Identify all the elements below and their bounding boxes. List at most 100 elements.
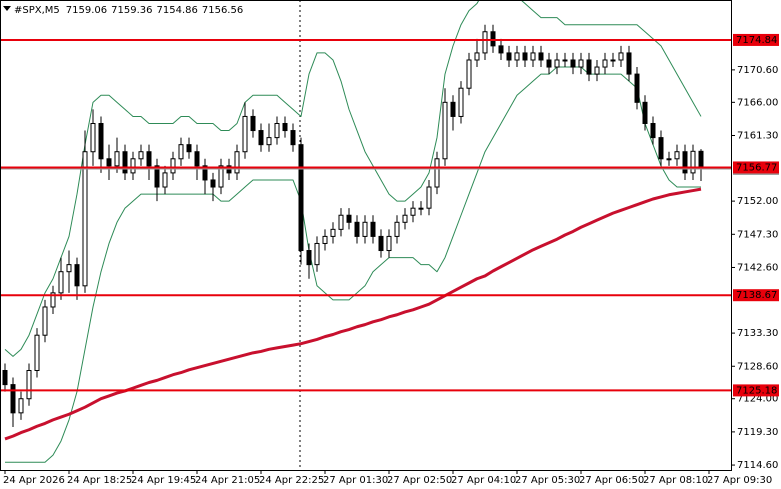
candle-body [98, 122, 104, 160]
ma-line [4, 187, 702, 441]
candle-body [170, 158, 176, 174]
candle-body [458, 87, 464, 117]
level-label: 7125.18 [736, 385, 777, 396]
candle-body [266, 137, 272, 146]
x-tick-label: 27 Apr 05:30 [515, 475, 580, 486]
candle-body [114, 151, 120, 167]
candle-body [202, 165, 208, 181]
candle-body [138, 151, 144, 160]
candle-body [498, 45, 504, 54]
x-tick-label: 24 Apr 22:25 [259, 475, 324, 486]
candle-body [74, 264, 80, 287]
candle-body [370, 221, 376, 237]
candle-body [682, 151, 688, 174]
y-tick-label: 7166.00 [737, 97, 778, 108]
header-open: 7159.06 [66, 5, 107, 16]
y-tick-label: 7147.30 [737, 229, 778, 240]
x-tick-label: 27 Apr 04:10 [451, 475, 516, 486]
candle-body [634, 73, 640, 103]
header-low: 7154.86 [157, 5, 198, 16]
candle-body [394, 221, 400, 237]
chart-title: #SPX,M5 [14, 5, 60, 16]
candle-body [2, 369, 8, 386]
candle-body [426, 186, 432, 209]
x-tick-label: 24 Apr 18:25 [67, 475, 132, 486]
y-tick-label: 7128.60 [737, 361, 778, 372]
candle-body [242, 115, 248, 153]
candle-body [570, 59, 576, 68]
candle-body [290, 130, 296, 146]
candle-body [554, 59, 560, 68]
y-tick-label: 7114.60 [737, 460, 778, 471]
candle-body [218, 165, 224, 188]
candle-body [146, 151, 152, 167]
chart-header-text: #SPX,M5 7159.06 7159.36 7154.86 7156.56 [14, 5, 243, 16]
header-close: 7156.56 [202, 5, 243, 16]
candle-body [546, 59, 552, 68]
candle-body [674, 151, 680, 160]
candle-body [578, 59, 584, 68]
y-tick-label: 7142.60 [737, 262, 778, 273]
candle-body [562, 59, 568, 62]
y-tick-label: 7119.30 [737, 427, 778, 438]
candle-body [330, 228, 336, 237]
candle-body [618, 52, 624, 61]
level-label-box [733, 33, 779, 46]
candle-body [234, 151, 240, 174]
candle-body [210, 179, 216, 188]
candle-body [314, 242, 320, 266]
header-icon [3, 6, 11, 11]
y-tick-label: 7161.30 [737, 130, 778, 141]
candle-body [26, 369, 32, 400]
candle-body [466, 59, 472, 89]
candle-body [506, 52, 512, 61]
candle-body [378, 235, 384, 252]
candle-body [650, 122, 656, 139]
candle-body [250, 115, 256, 132]
candle-body [410, 207, 416, 216]
level-label-box [733, 289, 779, 302]
candle-body [298, 144, 304, 252]
candle-body [698, 150, 704, 170]
y-tick-label: 7133.30 [737, 328, 778, 339]
candle-body [538, 52, 544, 61]
candle-body [82, 151, 88, 287]
x-tick-label: 27 Apr 02:50 [387, 475, 452, 486]
candle-body [610, 59, 616, 62]
x-tick-label: 24 Apr 21:05 [195, 475, 260, 486]
x-tick-label: 27 Apr 08:10 [643, 475, 708, 486]
candle-body [346, 214, 352, 223]
x-tick-label: 27 Apr 06:50 [579, 475, 644, 486]
plot-area [0, 0, 731, 470]
level-label-box [733, 161, 779, 174]
candle-body [122, 151, 128, 174]
level-label: 7156.77 [736, 162, 777, 173]
candle-body [90, 122, 96, 153]
x-tick-label: 24 Apr 19:45 [131, 475, 196, 486]
y-tick-label: 7152.00 [737, 196, 778, 207]
y-tick-label: 7124.00 [737, 394, 778, 405]
candle-body [58, 271, 64, 294]
candle-body [354, 221, 360, 237]
chart-header: #SPX,M5 7159.06 7159.36 7154.86 7156.56 [3, 5, 243, 16]
candle-body [42, 306, 48, 336]
candle-body [322, 235, 328, 244]
candle-body [514, 52, 520, 61]
x-tick-label: 27 Apr 09:30 [707, 475, 772, 486]
candle-body [66, 264, 72, 273]
candle-body [642, 101, 648, 124]
candle-body [130, 158, 136, 174]
candle-body [258, 130, 264, 146]
candle-body [194, 151, 200, 167]
candle-body [474, 52, 480, 61]
candle-body [690, 150, 696, 174]
candle-body [402, 214, 408, 223]
header-high: 7159.36 [111, 5, 152, 16]
candle-body [530, 52, 536, 61]
candle-body [106, 158, 112, 167]
candle-body [154, 165, 160, 188]
level-label: 7138.67 [736, 290, 777, 301]
candle-body [186, 144, 192, 153]
candle-body [434, 158, 440, 188]
